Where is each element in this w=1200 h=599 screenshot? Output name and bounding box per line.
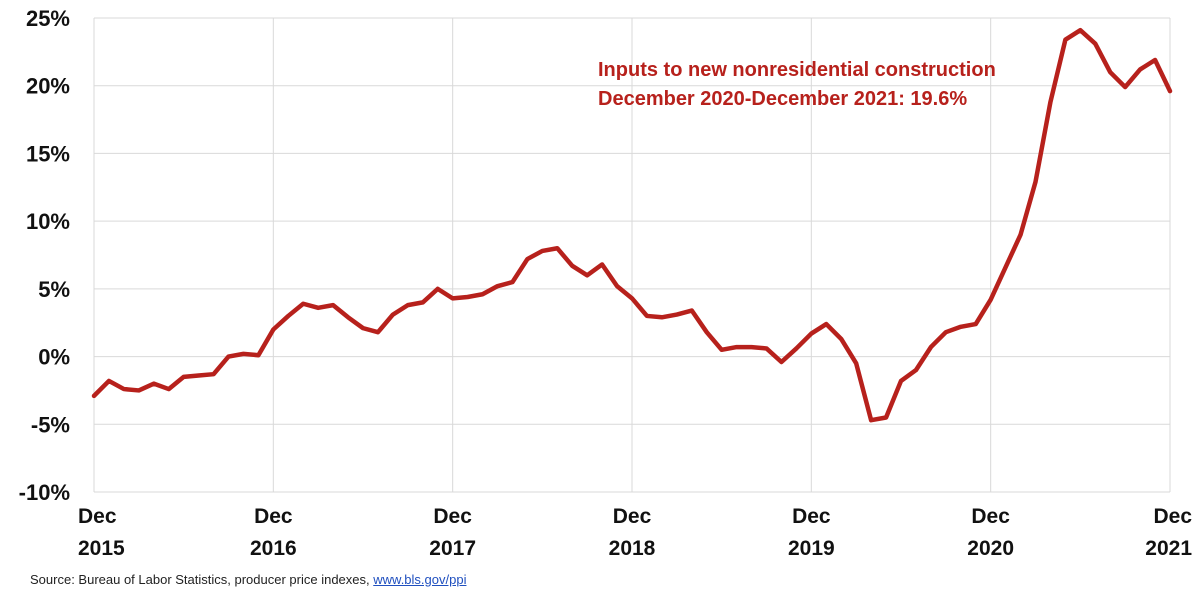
- x-tick-label-year: 2017: [429, 537, 476, 560]
- x-tick-label-month: Dec: [792, 505, 831, 528]
- y-tick-label: 15%: [26, 141, 70, 166]
- source-link[interactable]: www.bls.gov/ppi: [373, 572, 467, 587]
- x-tick-label-month: Dec: [254, 505, 293, 528]
- x-tick-label-year: 2016: [250, 537, 297, 560]
- series-line: [91, 27, 1173, 423]
- y-tick-label: 10%: [26, 209, 70, 234]
- y-tick-label: 25%: [26, 6, 70, 31]
- y-tick-label: 0%: [38, 345, 70, 370]
- y-tick-label: 5%: [38, 277, 70, 302]
- y-tick-label: 20%: [26, 74, 70, 99]
- x-tick-label-year: 2021: [1145, 537, 1192, 560]
- x-tick-label-month: Dec: [971, 505, 1010, 528]
- x-tick-label-month: Dec: [433, 505, 472, 528]
- y-axis-ticks: 25% 20% 15% 10% 5% 0% -5% -10%: [19, 6, 70, 505]
- x-tick-label-month: Dec: [78, 505, 117, 528]
- annotation-line-2: December 2020-December 2021: 19.6%: [598, 88, 967, 110]
- x-tick-label-year: 2019: [788, 537, 835, 560]
- x-tick-label-year: 2015: [78, 537, 125, 560]
- y-tick-label: -10%: [19, 480, 70, 505]
- x-tick-label-month: Dec: [613, 505, 652, 528]
- x-tick-label-year: 2018: [609, 537, 656, 560]
- source-note: Source: Bureau of Labor Statistics, prod…: [30, 572, 466, 587]
- gridlines: [93, 17, 1171, 493]
- annotation-line-1: Inputs to new nonresidential constructio…: [598, 59, 996, 81]
- x-axis-ticks: Dec 2015 Dec 2016 Dec 2017 Dec 2018 Dec 2019 Dec 20…: [78, 505, 1192, 560]
- source-text: Source: Bureau of Labor Statistics, prod…: [30, 572, 374, 587]
- x-tick-label-year: 2020: [967, 537, 1014, 560]
- y-tick-label: -5%: [31, 412, 70, 437]
- x-tick-label-month: Dec: [1153, 505, 1192, 528]
